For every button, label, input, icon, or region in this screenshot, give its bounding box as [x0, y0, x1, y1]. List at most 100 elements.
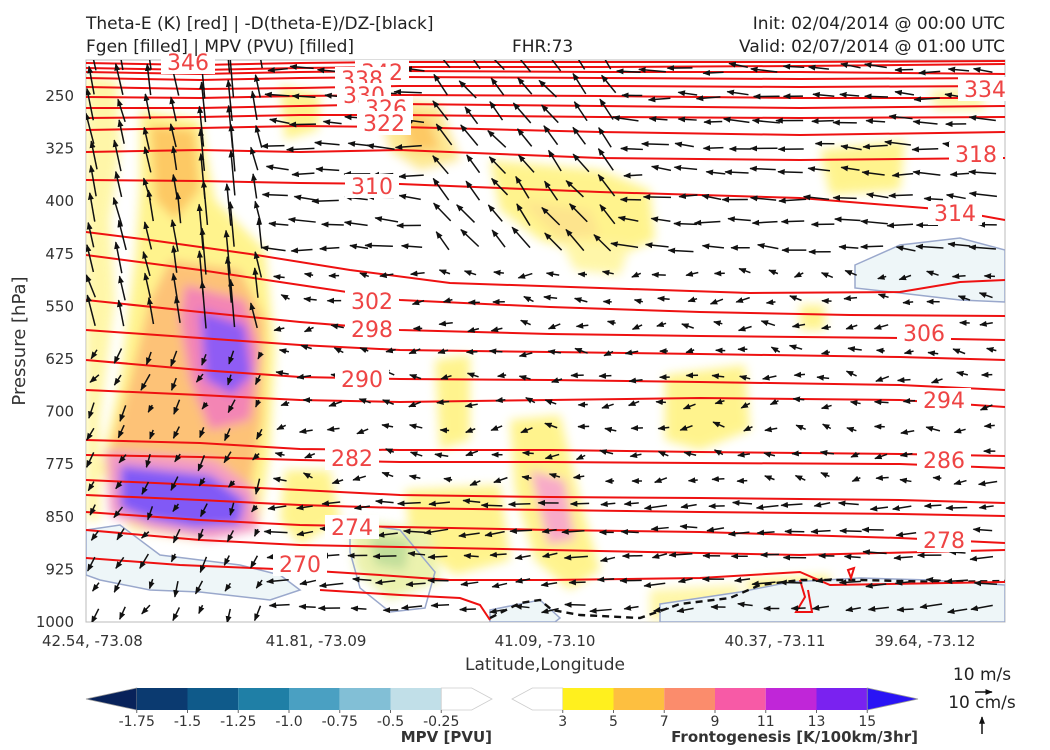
wind-vector: [735, 296, 750, 303]
wind-vector: [673, 164, 698, 171]
wind-vector: [86, 274, 97, 298]
y-tick-label: 925: [45, 560, 74, 578]
wind-vector: [944, 578, 969, 585]
wind-vector: [788, 344, 803, 351]
wind-vector: [143, 146, 152, 173]
theta-e-label-halo: [161, 50, 215, 74]
wind-vector: [925, 576, 941, 583]
wind-vector: [563, 554, 588, 561]
wind-vector: [820, 471, 830, 479]
wind-vector: [251, 173, 258, 199]
wind-vector: [657, 295, 670, 302]
wind-vector: [863, 93, 889, 100]
wind-vector: [175, 191, 182, 224]
wind-vector: [299, 579, 317, 586]
x-tick-label: 41.09, -73.10: [495, 632, 596, 650]
wind-vector: [679, 523, 698, 530]
wind-vector: [520, 427, 533, 434]
colorbar-swatch: [866, 687, 919, 711]
wind-vector: [491, 229, 506, 248]
wind-vector: [172, 503, 180, 513]
theta-e-label: 322: [363, 112, 405, 137]
theta-e-label: 306: [903, 322, 945, 347]
wind-vector: [657, 424, 670, 431]
wind-vector: [199, 227, 207, 275]
wind-vector: [90, 530, 99, 541]
wind-vector: [655, 399, 666, 406]
wind-vector: [409, 374, 422, 380]
wind-vector: [604, 60, 612, 70]
wind-vector: [951, 273, 966, 280]
wind-vector: [575, 322, 589, 329]
wind-vector: [572, 153, 590, 173]
wind-vector: [466, 154, 481, 174]
wind-vector: [623, 500, 639, 507]
wind-vector: [146, 189, 155, 222]
wind-vector: [573, 101, 588, 122]
wind-vector: [201, 353, 208, 366]
wind-vector: [676, 607, 694, 614]
wind-vector: [364, 242, 393, 249]
wind-vector: [599, 556, 616, 563]
wind-vector: [843, 295, 858, 302]
wind-vector: [915, 243, 944, 250]
wind-vector: [170, 553, 178, 563]
wind-vector: [226, 374, 233, 386]
wind-vector: [460, 124, 479, 146]
wind-vector: [197, 528, 204, 541]
wind-vector: [575, 453, 586, 461]
wind-vector: [968, 169, 997, 176]
wind-vector: [333, 347, 344, 354]
wind-vector: [275, 370, 289, 377]
theta-e-label: 318: [955, 143, 997, 168]
wind-vector: [839, 91, 860, 98]
wind-vector: [296, 530, 314, 537]
wind-vector: [466, 372, 479, 379]
wind-vector: [543, 294, 558, 301]
wind-vector: [643, 582, 666, 589]
wind-vector: [948, 549, 966, 556]
wind-vector: [229, 502, 235, 516]
wind-vector: [540, 581, 558, 588]
wind-vector: [894, 89, 915, 96]
wind-vector: [147, 506, 154, 521]
wind-vector: [765, 299, 776, 306]
wind-vector: [87, 65, 95, 95]
wind-vector: [651, 271, 666, 278]
wind-vector: [624, 349, 639, 356]
wind-vector: [877, 293, 889, 300]
wind-vector: [972, 67, 993, 74]
wind-vector: [894, 579, 915, 586]
wind-vector: [381, 471, 394, 478]
wind-vector: [873, 323, 889, 330]
wind-vector: [956, 370, 969, 377]
wind-vector: [681, 323, 694, 330]
wind-vector: [147, 297, 155, 325]
wind-vector: [654, 477, 668, 484]
wind-vector: [521, 474, 532, 481]
wind-vector: [359, 347, 369, 354]
x-axis-ticks: 42.54, -73.08 41.81, -73.09 41.09, -73.10 4…: [42, 632, 975, 650]
wind-vector: [749, 195, 777, 202]
frontogenesis-colorbar: 3 5 7 9 11 13 15: [511, 687, 919, 730]
wind-vector: [551, 60, 562, 72]
wind-vector: [198, 477, 206, 487]
wind-vector: [722, 116, 750, 124]
wind-vector: [366, 143, 395, 150]
wind-vector: [779, 579, 803, 586]
wind-vector: [953, 427, 966, 434]
wind-vector: [88, 164, 97, 197]
wind-vector: [968, 114, 996, 122]
wind-vector: [760, 551, 779, 558]
wind-vector: [687, 477, 698, 484]
wind-vector: [677, 90, 698, 97]
wind-vector: [384, 448, 395, 455]
wind-vector: [791, 322, 806, 329]
wind-vector: [891, 171, 914, 178]
wind-vector: [311, 198, 339, 205]
wind-vector: [484, 530, 505, 538]
wind-vector: [731, 499, 753, 506]
wind-vector: [269, 117, 290, 125]
wind-vector: [839, 527, 862, 534]
wind-vector: [260, 143, 285, 150]
